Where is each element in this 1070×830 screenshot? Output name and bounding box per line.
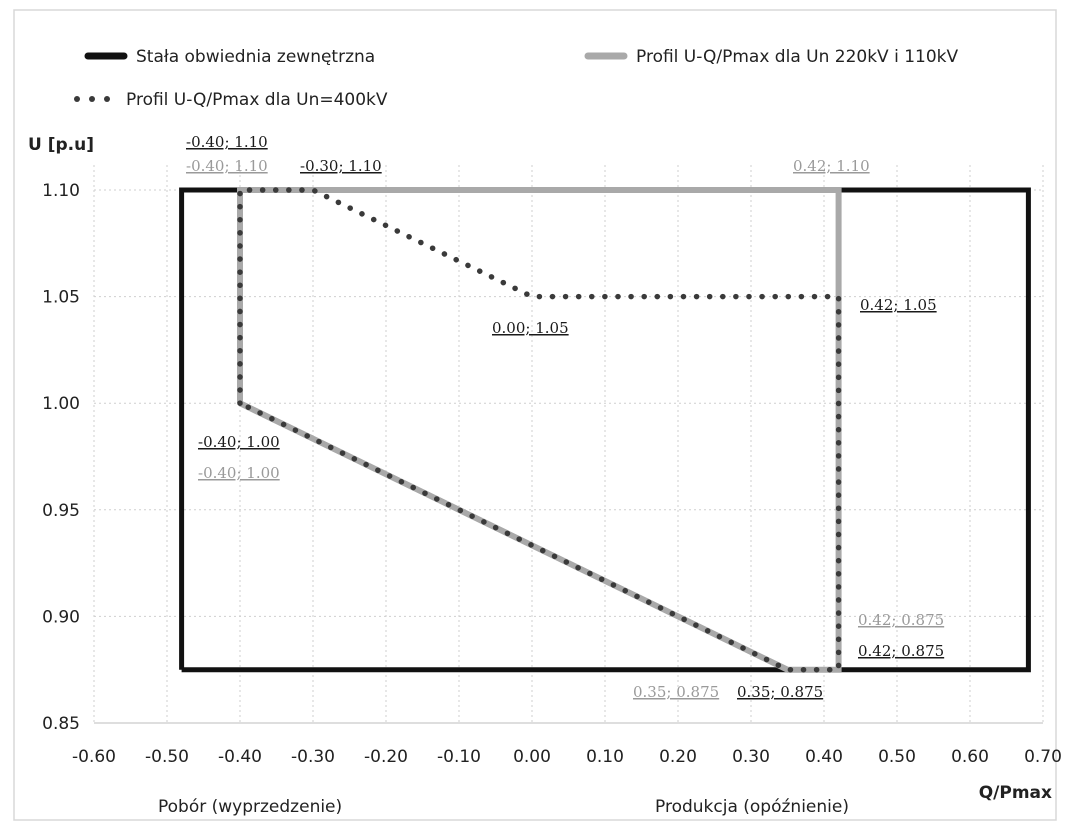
x-tick-label: 0.70 — [1024, 747, 1062, 767]
annotation-label: -0.40; 1.10 — [186, 133, 268, 151]
annotation-label: -0.30; 1.10 — [300, 157, 382, 175]
x-tick-label: -0.60 — [72, 747, 116, 767]
x-tick-label: -0.20 — [364, 747, 408, 767]
annotation-label: 0.42; 1.10 — [793, 157, 870, 175]
legend-swatch-dot — [104, 96, 110, 102]
grid — [93, 165, 1044, 724]
x-axis-title: Q/Pmax — [979, 783, 1052, 803]
y-tick-label: 0.90 — [42, 607, 80, 627]
legend-item-envelope: Stała obwiednia zewnętrzna — [84, 47, 375, 67]
annotation-label: -0.40; 1.00 — [198, 433, 280, 451]
annotation-label: 0.42; 0.875 — [858, 642, 944, 660]
legend-label-220-110kv: Profil U-Q/Pmax dla Un 220kV i 110kV — [636, 47, 959, 67]
annotation-label: 0.42; 1.05 — [860, 296, 937, 314]
legend-swatch-dot — [74, 96, 80, 102]
series-line-400kv — [237, 187, 842, 673]
x-axis-ticks: -0.60 -0.50 -0.40 -0.30 -0.20 -0.10 0.00 0.10 0.… — [72, 747, 1062, 767]
annotation-label: -0.40; 1.00 — [198, 464, 280, 482]
legend-swatch-dot — [89, 96, 95, 102]
x-tick-label: -0.40 — [218, 747, 262, 767]
x-tick-label: -0.50 — [145, 747, 189, 767]
annotation-label: -0.40; 1.10 — [186, 157, 268, 175]
annotation-label: 0.35; 0.875 — [633, 683, 719, 701]
y-axis-ticks: 0.85 0.90 0.95 1.00 1.05 1.10 — [42, 181, 80, 734]
note-left: Pobór (wyprzedzenie) — [158, 797, 342, 817]
x-tick-label: 0.00 — [513, 747, 551, 767]
legend-label-400kv: Profil U-Q/Pmax dla Un=400kV — [126, 90, 388, 110]
x-tick-label: 0.30 — [732, 747, 770, 767]
y-tick-label: 0.95 — [42, 501, 80, 521]
y-tick-label: 1.10 — [42, 181, 80, 201]
x-tick-label: -0.30 — [291, 747, 335, 767]
x-tick-label: 0.10 — [586, 747, 624, 767]
x-tick-label: 0.60 — [951, 747, 989, 767]
x-tick-label: 0.50 — [878, 747, 916, 767]
series-line-envelope — [179, 187, 1031, 673]
annotation-label: 0.42; 0.875 — [858, 611, 944, 629]
y-tick-label: 0.85 — [42, 714, 80, 734]
x-tick-label: 0.40 — [805, 747, 843, 767]
legend: Stała obwiednia zewnętrzna Profil U-Q/Pm… — [74, 47, 959, 110]
annotation-label: 0.00; 1.05 — [492, 319, 569, 337]
annotations: -0.40; 1.10 -0.40; 1.10 -0.30; 1.10 0.42… — [186, 133, 944, 701]
x-tick-label: -0.10 — [437, 747, 481, 767]
x-tick-label: 0.20 — [659, 747, 697, 767]
series-layer — [179, 187, 1031, 673]
y-tick-label: 1.00 — [42, 394, 80, 414]
annotation-label: 0.35; 0.875 — [737, 683, 823, 701]
legend-label-envelope: Stała obwiednia zewnętrzna — [136, 47, 375, 67]
legend-item-400kv: Profil U-Q/Pmax dla Un=400kV — [74, 90, 388, 110]
y-axis-title: U [p.u] — [28, 135, 94, 155]
note-right: Produkcja (opóźnienie) — [655, 797, 849, 817]
legend-item-220-110kv: Profil U-Q/Pmax dla Un 220kV i 110kV — [584, 47, 959, 67]
y-tick-label: 1.05 — [42, 288, 80, 308]
